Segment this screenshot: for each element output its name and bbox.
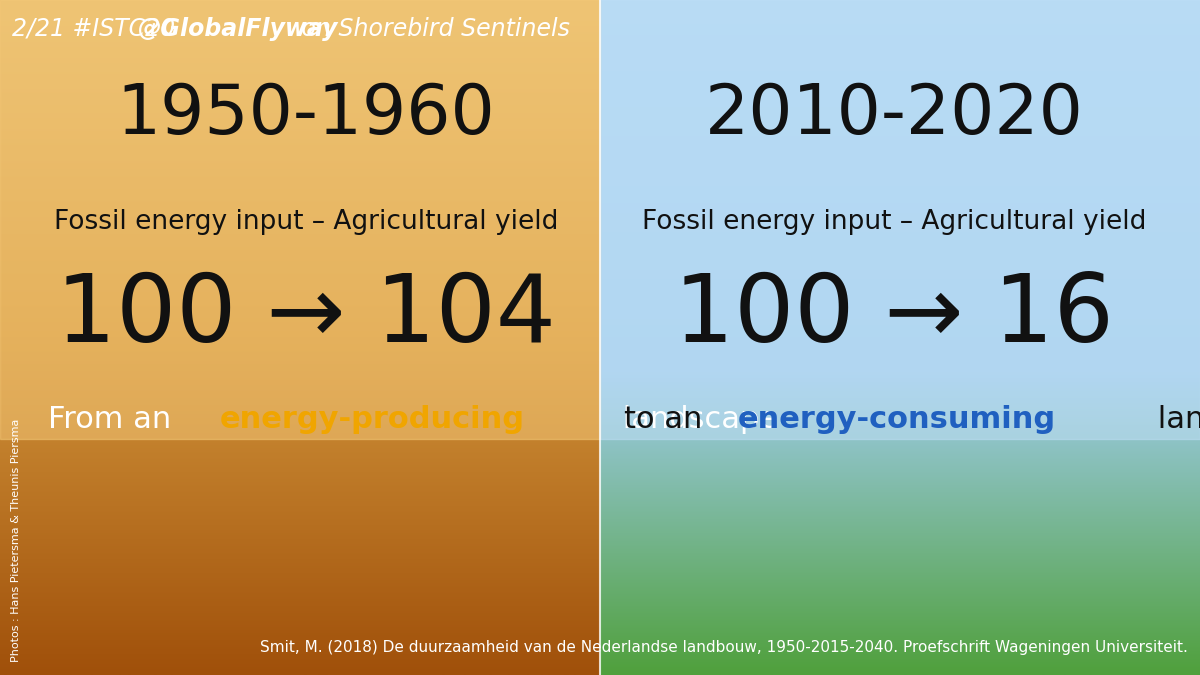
Text: 1950-1960: 1950-1960 xyxy=(116,81,496,148)
Text: 2/21 #ISTC20: 2/21 #ISTC20 xyxy=(12,17,190,41)
Text: Fossil energy input – Agricultural yield: Fossil energy input – Agricultural yield xyxy=(54,209,558,236)
Text: landscape: landscape xyxy=(1148,405,1200,434)
Text: landscape: landscape xyxy=(613,405,779,434)
Text: 100 → 16: 100 → 16 xyxy=(674,270,1114,362)
Text: 100 → 104: 100 → 104 xyxy=(56,270,556,362)
Text: Photos : Hans Pietersma & Theunis Piersma: Photos : Hans Pietersma & Theunis Piersm… xyxy=(11,418,20,662)
Bar xyxy=(0,0,600,439)
Text: Fossil energy input – Agricultural yield: Fossil energy input – Agricultural yield xyxy=(642,209,1146,236)
Text: energy-producing: energy-producing xyxy=(220,405,524,434)
Text: on Shorebird Sentinels: on Shorebird Sentinels xyxy=(294,17,570,41)
Text: to an: to an xyxy=(624,405,712,434)
Text: From an: From an xyxy=(48,405,181,434)
Text: @GlobalFlyway: @GlobalFlyway xyxy=(138,17,338,41)
Text: energy-consuming: energy-consuming xyxy=(738,405,1056,434)
Text: 2010-2020: 2010-2020 xyxy=(704,81,1084,148)
Bar xyxy=(600,0,1200,439)
Text: Smit, M. (2018) De duurzaamheid van de Nederlandse landbouw, 1950-2015-2040. Pro: Smit, M. (2018) De duurzaamheid van de N… xyxy=(260,640,1188,655)
